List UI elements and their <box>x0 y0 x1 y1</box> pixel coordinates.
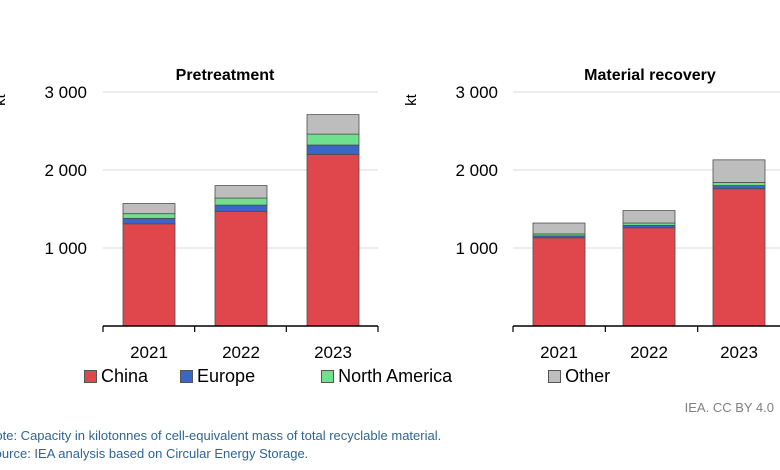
panel-2-y-tick-label: 2 000 <box>455 161 498 180</box>
panel-2-x-tick-label: 2023 <box>720 343 758 362</box>
legend: China Europe North America Other <box>84 364 610 388</box>
panel-2-y-tick-label: 1 000 <box>455 239 498 258</box>
panel-1-bar-2022-china <box>214 210 268 327</box>
panel-1-bar-2023-other <box>306 114 360 135</box>
panel-2-bar-2023-north-america <box>712 182 766 186</box>
panel-2-y-tick-label: 3 000 <box>455 83 498 102</box>
panel-1-bar-2022-europe <box>214 204 268 212</box>
panel-1-bar-2021-china <box>122 223 176 327</box>
panel-1-chart-title: Pretreatment <box>176 67 275 84</box>
panel-1-bar-2021-other <box>122 203 176 215</box>
panel-2-bar-2023-china <box>712 188 766 327</box>
legend-swatch-north-america <box>321 369 335 383</box>
legend-item-china: China <box>84 366 148 387</box>
panel-1-x-tick-label: 2021 <box>130 343 168 362</box>
panel-2-bar-2021-china <box>532 237 586 327</box>
panel-1-y-tick-label: 1 000 <box>44 239 87 258</box>
panel-1-y-tick-label: 2 000 <box>44 161 87 180</box>
panel-1-y-tick-label: 3 000 <box>44 83 87 102</box>
panel-2-x-tick-label: 2022 <box>630 343 668 362</box>
panel-2-bar-2022-other <box>622 210 676 224</box>
panel-2-bar-2021-other <box>532 222 586 235</box>
legend-label-china: China <box>101 365 149 386</box>
panel-1-bar-2023-north-america <box>306 133 360 146</box>
panel-1-x-tick-label: 2022 <box>222 343 260 362</box>
legend-item-europe: Europe <box>180 366 255 387</box>
panel-1-bar-2022-other <box>214 185 268 199</box>
panel-1-bar-2021-europe <box>122 217 176 225</box>
panel-2-bar-2023-europe <box>712 185 766 190</box>
legend-swatch-china <box>84 369 97 383</box>
legend-swatch-europe <box>180 369 194 383</box>
chart-note: Note: Capacity in kilotonnes of cell-equ… <box>0 428 442 443</box>
panel-2-chart-title: Material recovery <box>584 67 716 84</box>
panel-2-y-axis-label: kt <box>403 93 420 106</box>
panel-1-y-axis-label: kt <box>0 93 9 106</box>
legend-label-europe: Europe <box>197 365 256 386</box>
chart-source: Source: IEA analysis based on Circular E… <box>0 446 309 461</box>
legend-item-other: Other <box>548 366 610 387</box>
credit-label: IEA. CC BY 4.0 <box>684 400 774 415</box>
panel-1-bar-2022-north-america <box>214 197 268 206</box>
panel-1-x-tick-label: 2023 <box>314 343 352 362</box>
panel-1-bar-2023-europe <box>306 144 360 155</box>
panel-2-x-tick-label: 2021 <box>540 343 578 362</box>
legend-item-north-america: North America <box>321 366 452 387</box>
legend-label-north-america: North America <box>338 365 453 386</box>
panel-2-bar-2022-china <box>622 227 676 327</box>
panel-1-bar-2023-china <box>306 153 360 327</box>
panel-2-bar-2023-other <box>712 159 766 183</box>
panel-1-bar-2021-north-america <box>122 213 176 219</box>
legend-swatch-other <box>548 369 562 383</box>
legend-label-other: Other <box>565 365 611 386</box>
